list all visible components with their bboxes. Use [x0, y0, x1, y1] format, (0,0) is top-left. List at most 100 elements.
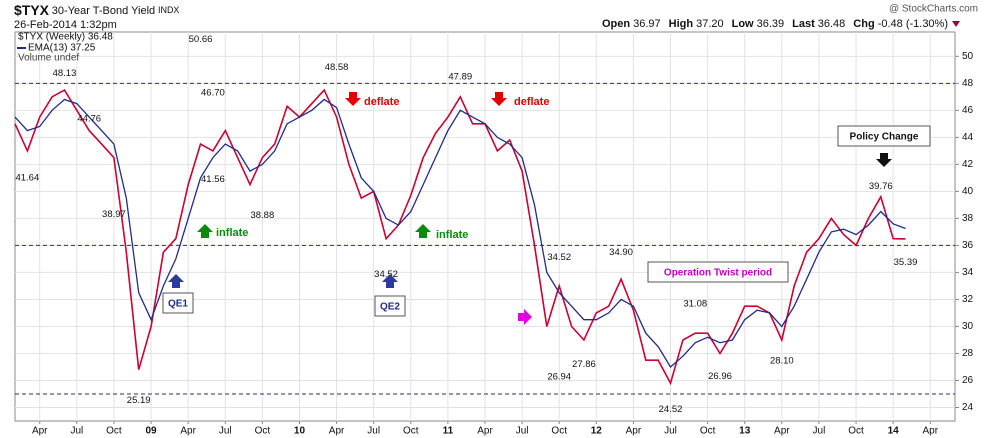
note: inflate [216, 227, 248, 239]
arrow-right [518, 309, 532, 325]
quote-label: High [669, 18, 694, 30]
x-tick-label: Apr [922, 426, 938, 437]
arrow-down [345, 92, 361, 106]
arrow-up [197, 224, 213, 238]
note: QE1 [168, 299, 188, 310]
note: Operation Twist period [664, 268, 772, 279]
y-tick-label: 34 [962, 267, 974, 278]
note: inflate [436, 229, 468, 241]
x-tick-label: Oct [106, 426, 122, 437]
arrow-up [382, 274, 398, 288]
price-label: 34.52 [547, 252, 571, 263]
x-tick-label: Jul [219, 426, 232, 437]
price-label: 48.13 [53, 68, 77, 79]
price-label: 47.89 [448, 71, 472, 82]
y-tick-label: 44 [962, 132, 974, 143]
price-label: 38.97 [102, 209, 126, 220]
exchange: INDX [158, 5, 180, 15]
x-tick-label: Jul [70, 426, 83, 437]
down-triangle [952, 21, 960, 27]
price-label: 50.66 [189, 34, 213, 45]
price-label: 25.19 [127, 395, 151, 406]
quote-label: Last [792, 18, 815, 30]
arrow-up [415, 224, 431, 238]
x-tick-label: Apr [329, 426, 345, 437]
x-tick-label: Jul [367, 426, 380, 437]
quote: Open 36.97 High 37.20 Low 36.39 Last 36.48 Chg -0… [602, 18, 948, 30]
x-tick-label: Oct [700, 426, 716, 437]
price-label: 38.88 [250, 210, 274, 221]
note-box [837, 125, 931, 147]
note-box [374, 295, 406, 317]
price-label: 44.76 [77, 114, 101, 125]
price-line [14, 88, 906, 386]
x-tick-label: Apr [477, 426, 493, 437]
y-tick-label: 36 [962, 240, 974, 251]
ema-line [14, 98, 906, 368]
arrow-up [168, 274, 184, 288]
security-name: 30-Year T-Bond Yield [52, 5, 155, 17]
plot: 24 26 28 30 32 34 36 38 40 42 44 46 48 50 Apr Jul Oct 09 A… [14, 32, 974, 437]
note: Policy Change [850, 132, 919, 143]
x-tick-label: 11 [443, 426, 454, 437]
y-tick-label: 40 [962, 186, 974, 197]
y-tick-label: 46 [962, 105, 974, 116]
quote-label: Chg [853, 18, 874, 30]
x-tick-label: Jul [516, 426, 529, 437]
legend-entry: EMA(13) 37.25 [28, 43, 96, 54]
price-label: 24.52 [659, 404, 683, 415]
legend-entry: Volume undef [18, 53, 79, 64]
x-tick-label: Apr [180, 426, 196, 437]
y-tick-label: 24 [962, 402, 974, 413]
date: 26-Feb-2014 1:32pm [14, 19, 117, 31]
price-label: 28.10 [770, 356, 794, 367]
price-label: 41.64 [15, 173, 39, 184]
price-label: 46.70 [201, 87, 225, 98]
x-tick-label: 13 [739, 426, 751, 437]
y-tick-label: 50 [962, 51, 974, 62]
credit: @ StockCharts.com [889, 4, 978, 15]
note-box [647, 261, 789, 283]
price-label: 48.58 [325, 62, 349, 73]
arrow-down [876, 153, 892, 167]
quote-value: 36.48 [818, 18, 846, 30]
legend-entry: $TYX (Weekly) 36.48 [18, 32, 113, 43]
price-label: 31.08 [683, 298, 707, 309]
quote-label: Low [732, 18, 754, 30]
note-box [162, 292, 194, 314]
price-label: 27.86 [572, 359, 596, 370]
note: deflate [364, 96, 399, 108]
x-tick-label: Oct [255, 426, 271, 437]
price-label: 26.94 [547, 371, 571, 382]
price-label: 41.56 [201, 174, 225, 185]
y-tick-label: 42 [962, 159, 974, 170]
y-tick-label: 28 [962, 348, 974, 359]
price-label: 35.39 [894, 257, 918, 268]
x-tick-label: Oct [551, 426, 567, 437]
quote-value: -0.48 (-1.30%) [878, 18, 948, 30]
x-tick-label: 12 [591, 426, 603, 437]
y-tick-label: 38 [962, 213, 974, 224]
x-tick-label: Apr [626, 426, 642, 437]
x-tick-label: Apr [774, 426, 790, 437]
x-tick-label: Oct [848, 426, 864, 437]
x-tick-label: 14 [888, 426, 900, 437]
note: deflate [514, 96, 549, 108]
note: QE2 [380, 302, 400, 313]
price-label: 39.76 [869, 181, 893, 192]
arrow-down [491, 92, 507, 106]
price-label: 26.96 [708, 371, 732, 382]
quote-value: 36.39 [757, 18, 785, 30]
price-label: 34.90 [609, 247, 633, 258]
y-tick-label: 48 [962, 78, 974, 89]
x-tick-label: Oct [403, 426, 419, 437]
quote-value: 36.97 [633, 18, 661, 30]
quote-label: Open [602, 18, 630, 30]
y-tick-label: 32 [962, 294, 974, 305]
symbol: $TYX [14, 2, 50, 18]
x-tick-label: Apr [32, 426, 48, 437]
quote-value: 37.20 [696, 18, 724, 30]
y-tick-label: 30 [962, 321, 974, 332]
